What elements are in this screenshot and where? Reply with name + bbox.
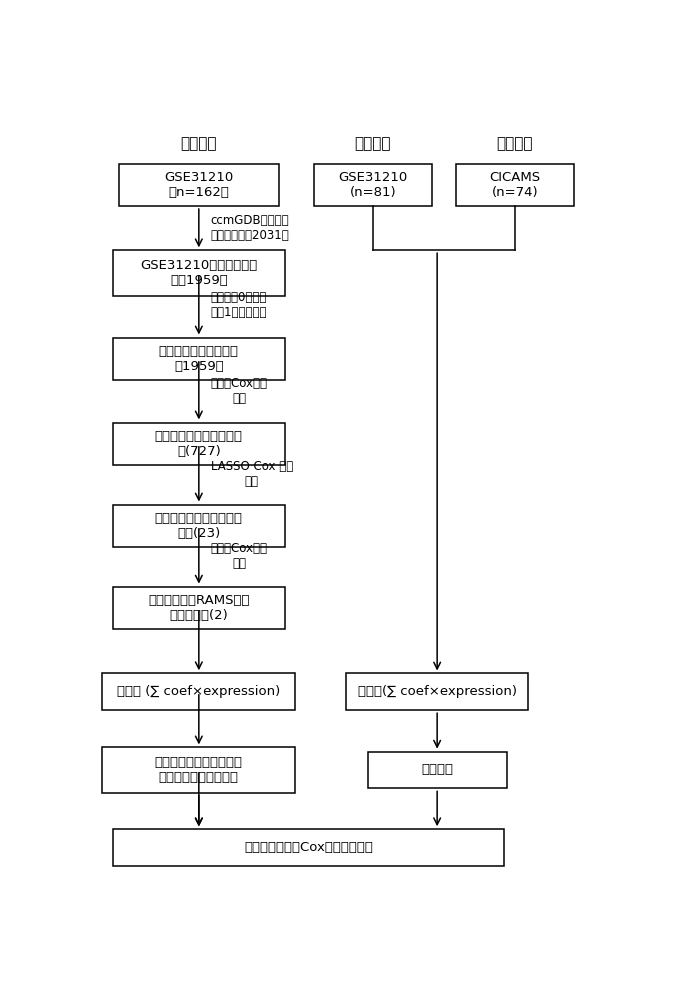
Bar bbox=[346, 673, 528, 710]
Bar bbox=[314, 164, 432, 206]
Text: 风险値(∑ coef×expression): 风险値(∑ coef×expression) bbox=[358, 685, 517, 698]
Bar bbox=[113, 250, 285, 296]
Text: CICAMS
(n=74): CICAMS (n=74) bbox=[489, 171, 540, 199]
Text: 模型验证: 模型验证 bbox=[497, 136, 533, 151]
Text: 单因素Cox回归
分析: 单因素Cox回归 分析 bbox=[211, 377, 267, 405]
Bar bbox=[368, 752, 507, 788]
Text: 平均値为0，标准
差为1进行归一化: 平均値为0，标准 差为1进行归一化 bbox=[211, 291, 267, 319]
Text: 确定高风险组和低风险组
的阈値并进行风险分组: 确定高风险组和低风险组 的阈値并进行风险分组 bbox=[155, 756, 243, 784]
Bar bbox=[113, 338, 285, 380]
Bar bbox=[113, 505, 285, 547]
Bar bbox=[118, 164, 279, 206]
Bar bbox=[102, 747, 295, 793]
Text: 有预后价値的代谢相关基
因(727): 有预后价値的代谢相关基 因(727) bbox=[155, 430, 243, 458]
Text: GSE31210
（n=162）: GSE31210 （n=162） bbox=[164, 171, 234, 199]
Text: 模型构建: 模型构建 bbox=[180, 136, 217, 151]
Text: LASSO Cox 回归
分析: LASSO Cox 回归 分析 bbox=[211, 460, 293, 488]
Text: 归一化的代谢相关基因
（1959）: 归一化的代谢相关基因 （1959） bbox=[159, 345, 239, 373]
Text: 最有预后价値的代谢相关
基因(23): 最有预后价値的代谢相关 基因(23) bbox=[155, 512, 243, 540]
Text: ccmGDB数据库代
谢相关基因（2031）: ccmGDB数据库代 谢相关基因（2031） bbox=[211, 214, 290, 242]
Text: GSE31210
(n=81): GSE31210 (n=81) bbox=[339, 171, 408, 199]
Bar bbox=[113, 587, 285, 629]
Text: 用于构建模型RAMS的代
谢相关基因(2): 用于构建模型RAMS的代 谢相关基因(2) bbox=[148, 594, 249, 622]
Bar bbox=[102, 673, 295, 710]
Bar bbox=[113, 829, 504, 866]
Bar bbox=[456, 164, 574, 206]
Text: 多因素Cox回归
分析: 多因素Cox回归 分析 bbox=[211, 542, 267, 570]
Bar bbox=[113, 423, 285, 465]
Text: GSE31210中代谢相关基
因（1959）: GSE31210中代谢相关基 因（1959） bbox=[140, 259, 258, 287]
Text: 模型测试: 模型测试 bbox=[354, 136, 391, 151]
Text: 单因素和多因素Cox回归预后分析: 单因素和多因素Cox回归预后分析 bbox=[244, 841, 373, 854]
Text: 风险値 (∑ coef×expression): 风险値 (∑ coef×expression) bbox=[117, 685, 281, 698]
Text: 风险分组: 风险分组 bbox=[421, 763, 453, 776]
